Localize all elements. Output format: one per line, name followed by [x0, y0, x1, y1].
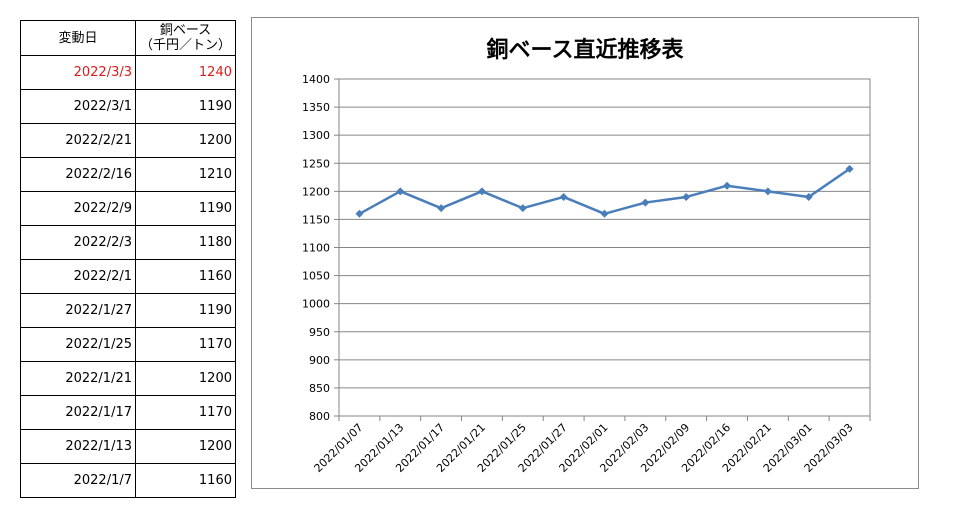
table-row: 2022/2/1 1160 — [20, 259, 236, 294]
data-point — [641, 198, 650, 207]
header-price-line2: （千円／トン） — [139, 38, 231, 53]
data-point — [518, 204, 527, 213]
y-tick-label: 900 — [309, 354, 330, 367]
row-price: 1170 — [135, 327, 236, 362]
table-row: 2022/1/25 1170 — [20, 327, 236, 362]
y-tick-label: 1350 — [302, 101, 330, 114]
y-tick-label: 1300 — [302, 129, 330, 142]
row-date: 2022/1/25 — [20, 327, 136, 362]
table-row: 2022/2/3 1180 — [20, 225, 236, 260]
row-date: 2022/1/21 — [20, 361, 136, 396]
table-row: 2022/1/27 1190 — [20, 293, 236, 328]
data-point — [559, 192, 568, 201]
data-point — [437, 204, 446, 213]
row-price: 1190 — [135, 89, 236, 124]
plot-area — [338, 78, 871, 417]
row-price: 1160 — [135, 463, 236, 498]
row-date: 2022/2/9 — [20, 191, 136, 226]
data-point — [355, 209, 364, 218]
row-date: 2022/1/7 — [20, 463, 136, 498]
table-header-row: 変動日 銅ベース （千円／トン） — [20, 20, 236, 56]
row-price: 1200 — [135, 123, 236, 158]
row-date: 2022/1/13 — [20, 429, 136, 464]
y-tick-label: 800 — [309, 410, 330, 423]
table-row: 2022/1/13 1200 — [20, 429, 236, 464]
row-price: 1170 — [135, 395, 236, 430]
table-row: 2022/1/7 1160 — [20, 463, 236, 498]
row-price: 1210 — [135, 157, 236, 192]
data-point — [477, 187, 486, 196]
row-date: 2022/2/21 — [20, 123, 136, 158]
copper-base-table: 変動日 銅ベース （千円／トン） 2022/3/3 1240 2022/3/1 119… — [20, 20, 236, 498]
data-point — [763, 187, 772, 196]
y-tick-label: 1150 — [302, 213, 330, 226]
header-price-line1: 銅ベース — [159, 23, 212, 38]
table-row: 2022/1/21 1200 — [20, 361, 236, 396]
chart-title: 銅ベース直近推移表 — [486, 38, 684, 63]
table-row: 2022/2/21 1200 — [20, 123, 236, 158]
table-row: 2022/3/1 1190 — [20, 89, 236, 124]
row-price: 1200 — [135, 429, 236, 464]
data-point — [804, 192, 813, 201]
row-date: 2022/2/1 — [20, 259, 136, 294]
y-tick-label: 1050 — [302, 270, 330, 283]
table-body: 2022/3/3 1240 2022/3/1 1190 2022/2/21 1200 202… — [20, 55, 236, 498]
row-price: 1160 — [135, 259, 236, 294]
row-price: 1240 — [135, 55, 236, 90]
table-row: 2022/2/16 1210 — [20, 157, 236, 192]
row-price: 1190 — [135, 191, 236, 226]
data-point — [723, 181, 732, 190]
row-price: 1200 — [135, 361, 236, 396]
header-date: 変動日 — [20, 20, 136, 56]
y-tick-label: 1250 — [302, 157, 330, 170]
y-tick-label: 1200 — [302, 185, 330, 198]
data-point — [600, 209, 609, 218]
row-date: 2022/1/27 — [20, 293, 136, 328]
y-tick-label: 950 — [309, 326, 330, 339]
row-date: 2022/3/3 — [20, 55, 136, 90]
chart-frame: 銅ベース直近推移表 800 850 900 950 1000 1050 1100 1150 12… — [251, 17, 919, 489]
line-chart: 800 850 900 950 1000 1050 1100 1150 1200 1250 1300… — [302, 73, 871, 475]
header-price: 銅ベース （千円／トン） — [135, 20, 236, 56]
data-point — [396, 187, 405, 196]
data-point — [845, 164, 854, 173]
table-row: 2022/3/3 1240 — [20, 55, 236, 90]
y-tick-label: 1000 — [302, 298, 330, 311]
table-row: 2022/2/9 1190 — [20, 191, 236, 226]
row-date: 2022/2/16 — [20, 157, 136, 192]
y-tick-label: 1100 — [302, 242, 330, 255]
table-row: 2022/1/17 1170 — [20, 395, 236, 430]
row-price: 1180 — [135, 225, 236, 260]
row-date: 2022/2/3 — [20, 225, 136, 260]
row-date: 2022/1/17 — [20, 395, 136, 430]
y-tick-label: 1400 — [302, 73, 330, 86]
data-point — [682, 192, 691, 201]
y-tick-label: 850 — [309, 382, 330, 395]
row-price: 1190 — [135, 293, 236, 328]
row-date: 2022/3/1 — [20, 89, 136, 124]
